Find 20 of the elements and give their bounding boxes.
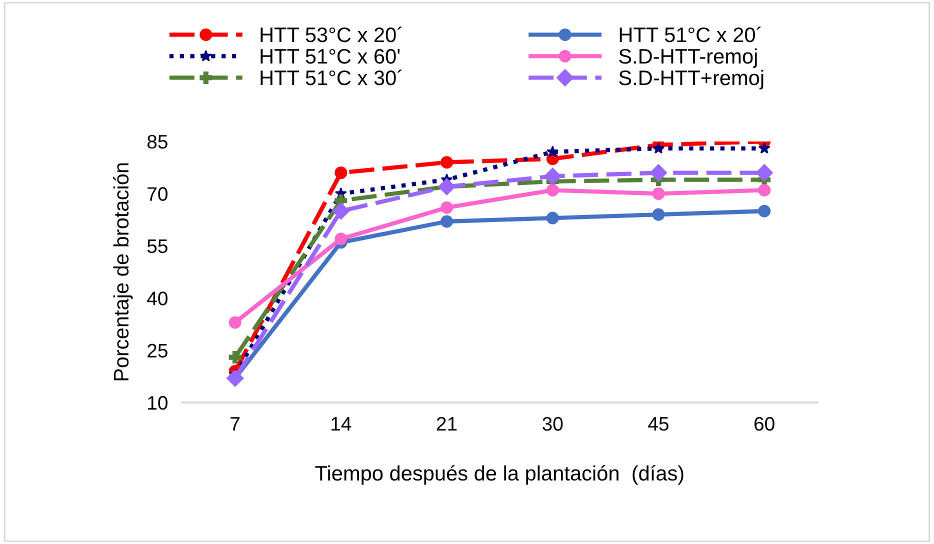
x-tick-label: 30 [542,416,563,431]
y-tick-label: 55 [147,240,168,254]
x-tick-label: 14 [332,417,352,431]
legend-label: HTT 51°C x 30´ [260,70,402,86]
x-tick-label: 7 [230,417,240,431]
y-axis-title: Porcentaje de brotación [113,163,133,380]
y-tick-label: 40 [147,292,168,306]
legend-label: HTT 51°C x 20´ [620,26,761,42]
y-tick-label: 70 [148,187,168,201]
x-tick-label: 60 [754,416,774,431]
x-tick-label: 45 [648,417,668,431]
legend-label: HTT 53°C x 20´ [260,26,402,42]
legend-label: S.D-HTT-remoj [619,48,757,68]
y-tick-label: 10 [148,396,168,410]
y-tick-label: 25 [148,344,168,358]
x-tick-label: 21 [436,416,457,431]
x-axis-title: Tiempo después de la plantación (días) [315,465,684,485]
legend-label: S.D-HTT+remoj [619,70,764,90]
y-tick-label: 85 [147,134,168,149]
legend-label: HTT 51°C x 60' [260,48,400,64]
